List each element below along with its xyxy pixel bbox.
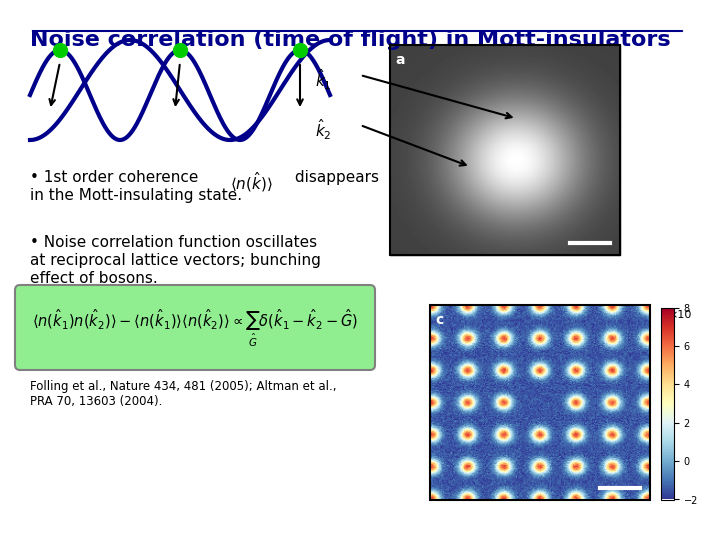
Text: • Noise correlation function oscillates: • Noise correlation function oscillates xyxy=(30,235,317,250)
Text: Folling et al., Nature 434, 481 (2005); Altman et al.,
PRA 70, 13603 (2004).: Folling et al., Nature 434, 481 (2005); … xyxy=(30,380,336,408)
Text: at reciprocal lattice vectors; bunching: at reciprocal lattice vectors; bunching xyxy=(30,253,321,268)
Bar xyxy=(390,45,620,255)
Text: c: c xyxy=(435,313,444,327)
Text: disappears: disappears xyxy=(290,170,379,185)
Bar xyxy=(430,305,650,500)
Text: $\langle n(\hat{k})\rangle$: $\langle n(\hat{k})\rangle$ xyxy=(230,170,273,194)
Text: • 1st order coherence: • 1st order coherence xyxy=(30,170,199,185)
Text: effect of bosons.: effect of bosons. xyxy=(30,271,158,286)
Text: in the Mott-insulating state.: in the Mott-insulating state. xyxy=(30,188,242,203)
FancyBboxPatch shape xyxy=(15,285,375,370)
Text: a: a xyxy=(395,53,405,67)
Text: ×10: ×10 xyxy=(668,310,691,320)
Bar xyxy=(390,45,620,255)
Text: $\langle n(\hat{k}_1)n(\hat{k}_2)\rangle - \langle n(\hat{k}_1)\rangle\langle n(: $\langle n(\hat{k}_1)n(\hat{k}_2)\rangle… xyxy=(32,307,358,348)
Text: $\hat{k}_2$: $\hat{k}_2$ xyxy=(315,118,332,143)
Text: Noise correlation (time of flight) in Mott-insulators: Noise correlation (time of flight) in Mo… xyxy=(30,30,670,50)
Text: $\hat{k}_1$: $\hat{k}_1$ xyxy=(315,68,332,92)
